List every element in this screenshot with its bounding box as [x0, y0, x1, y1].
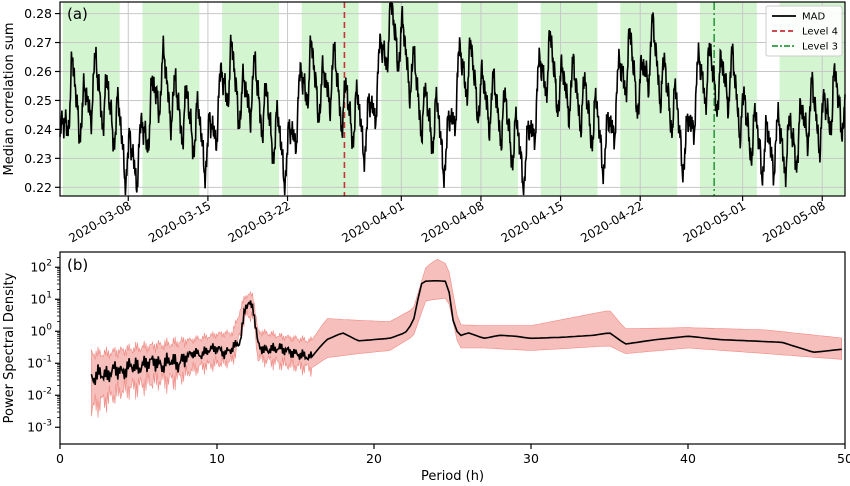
y-tick-exponent: 1: [46, 290, 52, 300]
y-tick-label: 0.23: [24, 151, 52, 166]
panel-b-x-ticks: 0 10 20 30 40 50: [56, 444, 850, 466]
panel-b-x-axis-label: Period (h): [421, 469, 484, 484]
y-tick-label: 0.26: [24, 64, 52, 79]
y-tick-label: 10-3: [27, 418, 52, 434]
panel-b-y-axis-label: Power Spectral Density: [2, 272, 17, 423]
legend-label: MAD: [802, 12, 825, 23]
panel-a-y-ticks: 0.22 0.23 0.24 0.25 0.26 0.27 0.28: [24, 6, 60, 195]
weekend-band: [461, 2, 518, 196]
panel-a-legend: MAD Level 4 Level 3: [765, 5, 843, 57]
x-tick-label: 30: [523, 451, 539, 466]
y-tick-exponent: -2: [43, 386, 52, 396]
y-tick-base: 10: [27, 355, 43, 370]
panel-a-chart: 0.220.230.240.250.260.270.28 2020-03-08 2…: [2, 1, 846, 245]
y-tick-exponent: -1: [43, 354, 52, 364]
y-tick-label: 0.25: [24, 93, 52, 108]
y-tick-label: 0.24: [24, 122, 52, 137]
weekend-band: [142, 2, 200, 196]
panel-a-label: (a): [67, 5, 88, 23]
panel-b-confidence-band: [91, 259, 842, 418]
panel-b-label: (b): [67, 256, 88, 274]
panel-b-psd-line: [90, 280, 842, 386]
panel-a-grid: [60, 2, 845, 196]
y-tick-label: 10-1: [27, 354, 52, 370]
y-tick-label: 0.28: [24, 6, 52, 21]
x-tick-label: 10: [209, 451, 225, 466]
x-tick-label: 2020-05-08: [760, 198, 827, 245]
x-tick-label: 2020-04-22: [578, 198, 645, 245]
y-tick-exponent: 0: [46, 322, 52, 332]
x-tick-label: 40: [680, 451, 696, 466]
x-tick-label: 2020-03-15: [146, 198, 213, 245]
y-tick-base: 10: [27, 419, 43, 434]
y-tick-exponent: 2: [46, 258, 52, 268]
y-tick-label: 100: [30, 322, 52, 338]
y-tick-base: 10: [30, 291, 46, 306]
weekend-band: [62, 2, 120, 196]
y-tick-label: 101: [30, 290, 52, 306]
panel-a-y-axis-label: Median correlation sum: [2, 23, 17, 176]
panel-a-frame: [59, 1, 846, 197]
panel-a-mad-line: [59, 2, 846, 196]
y-tick-base: 10: [27, 387, 43, 402]
y-tick-label: 0.22: [24, 180, 52, 195]
x-tick-label: 50: [837, 451, 850, 466]
y-tick-label: 10-2: [27, 386, 52, 402]
x-tick-label: 2020-03-22: [226, 198, 293, 245]
legend-label: Level 3: [802, 42, 838, 53]
x-tick-label: 2020-05-01: [681, 198, 748, 245]
weekend-band: [301, 2, 359, 196]
y-tick-exponent: -3: [43, 418, 52, 428]
x-tick-label: 2020-04-08: [419, 198, 486, 245]
legend-label: Level 4: [802, 27, 838, 38]
x-tick-label: 2020-03-08: [66, 198, 133, 245]
y-tick-base: 10: [30, 323, 46, 338]
legend-box: [765, 5, 843, 57]
panel-a-level-lines: [343, 2, 715, 196]
x-tick-label: 0: [56, 451, 64, 466]
x-tick-label: 20: [366, 451, 382, 466]
x-tick-label: 2020-04-01: [339, 198, 406, 245]
y-tick-label: 102: [30, 258, 52, 274]
y-tick-label: 0.27: [24, 35, 52, 50]
y-tick-base: 10: [30, 259, 46, 274]
x-tick-label: 2020-04-15: [499, 198, 566, 245]
weekend-band: [222, 2, 280, 196]
panel-a-x-ticks: 2020-03-08 2020-03-15 2020-03-22 2020-04-01…: [66, 196, 828, 245]
